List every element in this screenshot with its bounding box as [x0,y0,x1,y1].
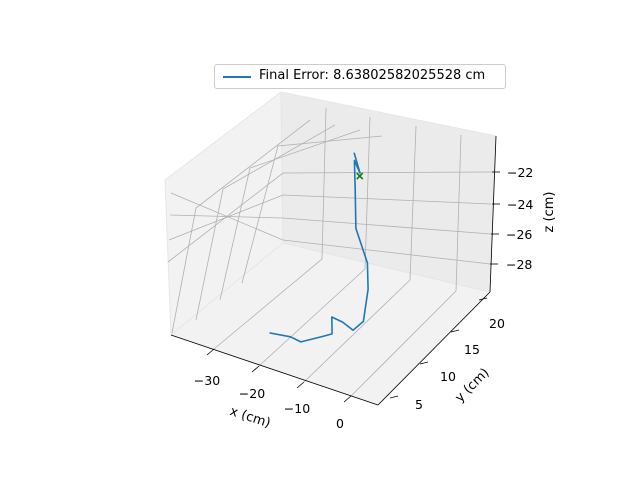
target-marker [356,172,364,180]
axis-lines [170,135,497,406]
legend-line-swatch [223,76,251,78]
legend: Final Error: 8.63802582025528 cm [214,64,506,89]
y-tick-label: 15 [464,342,480,357]
y-tick-label: 20 [489,316,505,331]
x-tick-label: −20 [239,386,265,401]
x-axis-label: x (cm) [228,404,272,431]
tick-marks [206,171,500,403]
x-tick-label: −30 [194,373,220,388]
x-tick-label: 0 [336,416,344,431]
series-layer [269,152,369,343]
y-axis-label: y (cm) [452,365,492,405]
z-tick-label: −24 [507,197,533,212]
x-tick-label: −10 [284,401,310,416]
trajectory-line [269,152,369,343]
y-tick-label: 10 [440,369,456,384]
z-tick-label: −26 [506,227,532,242]
target-layer [356,172,364,180]
z-axis-label: z (cm) [542,192,557,233]
z-tick-label: −22 [507,165,533,180]
gridlines [167,107,493,397]
legend-label: Final Error: 8.63802582025528 cm [259,68,486,83]
y-tick-label: 5 [415,397,423,412]
z-tick-label: −28 [506,257,532,272]
